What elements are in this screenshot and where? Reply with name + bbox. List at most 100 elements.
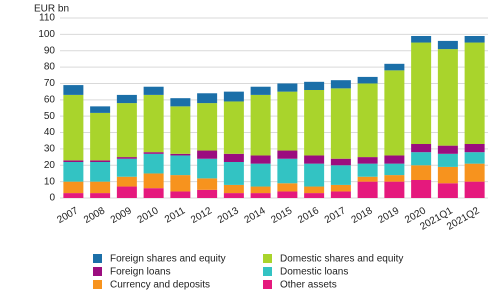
bar-segment — [143, 188, 164, 198]
bar-segment — [116, 103, 137, 158]
bar-segment — [357, 163, 378, 177]
legend-label: Domestic shares and equity — [280, 254, 403, 265]
bar-segment — [63, 181, 84, 194]
bar-segment — [223, 153, 244, 162]
bar-segment — [116, 94, 137, 104]
bar-segment — [277, 150, 298, 159]
bar-segment — [384, 181, 405, 198]
bar-segment — [250, 193, 271, 198]
y-tick-label: 100 — [38, 29, 55, 40]
y-tick-label: 0 — [49, 193, 55, 204]
bar-segment — [90, 162, 111, 182]
bar-segment — [250, 155, 271, 164]
bar-segment — [304, 193, 325, 198]
y-tick-label: 30 — [44, 144, 56, 155]
bar-segment — [464, 144, 485, 153]
bar-segment — [63, 85, 84, 95]
bar-segment — [197, 150, 218, 159]
bar-segment — [90, 193, 111, 198]
y-tick-label: 60 — [44, 94, 56, 105]
x-tick-label: 2019 — [376, 205, 401, 226]
bar-segment — [330, 184, 351, 192]
bar-segment — [464, 152, 485, 164]
y-tick-label: 10 — [44, 176, 56, 187]
bar-segment — [143, 86, 164, 95]
y-tick-label: 40 — [44, 127, 56, 138]
x-tick-label: 2017 — [323, 205, 348, 226]
bar-segment — [223, 184, 244, 194]
legend-label: Other assets — [280, 280, 337, 291]
bar-segment — [464, 36, 485, 43]
bar-segment — [384, 175, 405, 182]
bar-segment — [437, 40, 458, 50]
bar-segment — [170, 106, 191, 154]
x-tick-label: 2014 — [243, 205, 268, 226]
bar-segment — [170, 155, 191, 176]
bar-segment — [304, 163, 325, 187]
bar-segment — [170, 98, 191, 107]
bar-segment — [116, 157, 137, 159]
bar-segment — [411, 165, 432, 180]
bar-segment — [63, 193, 84, 198]
bar-segment — [197, 178, 218, 190]
bar-segment — [411, 152, 432, 166]
bar-segment — [357, 181, 378, 198]
bar-segment — [170, 191, 191, 198]
bar-segment — [277, 183, 298, 192]
legend-swatch — [263, 267, 272, 276]
bar-segment — [277, 83, 298, 92]
bar-segment — [464, 163, 485, 182]
bar-segment — [384, 163, 405, 176]
bar-segment — [223, 193, 244, 198]
legend-swatch — [93, 267, 102, 276]
bar-segment — [90, 160, 111, 162]
bar-segment — [197, 103, 218, 151]
y-tick-label: 20 — [44, 160, 56, 171]
bar-segment — [357, 76, 378, 84]
bar-segment — [197, 93, 218, 104]
bar-segment — [277, 191, 298, 198]
bar-segment — [411, 180, 432, 198]
bar-segment — [170, 153, 191, 156]
bar-segment — [304, 81, 325, 90]
x-tick-label: 2008 — [82, 205, 107, 226]
bar-segment — [170, 175, 191, 192]
bar-segment — [464, 181, 485, 198]
bar-segment — [63, 160, 84, 162]
bar-segment — [330, 191, 351, 198]
bar-segment — [304, 90, 325, 156]
bar-segment — [330, 80, 351, 89]
bar-segment — [384, 63, 405, 71]
bar-segment — [437, 153, 458, 167]
bar-segment — [223, 101, 244, 154]
bar-segment — [250, 86, 271, 95]
bar-segment — [250, 186, 271, 194]
bar-segment — [116, 158, 137, 177]
legend-swatch — [93, 280, 102, 289]
bar-segment — [330, 158, 351, 166]
bar-segment — [277, 91, 298, 151]
bar-segment — [304, 155, 325, 164]
bar-segment — [357, 176, 378, 182]
bar-segment — [90, 106, 111, 113]
legend-swatch — [263, 254, 272, 263]
bar-segment — [223, 91, 244, 102]
y-tick-label: 110 — [39, 13, 55, 24]
legend-label: Foreign loans — [110, 267, 171, 278]
y-tick-label: 70 — [44, 78, 56, 89]
bar-segment — [63, 162, 84, 182]
x-tick-label: 2009 — [109, 205, 134, 226]
bar-segment — [197, 189, 218, 198]
bar-segment — [90, 181, 111, 194]
bar-segment — [411, 42, 432, 144]
bar-segment — [304, 186, 325, 194]
x-tick-label: 2012 — [189, 205, 214, 226]
x-tick-label: 2015 — [269, 205, 294, 226]
bar-segment — [116, 176, 137, 187]
y-tick-label: 80 — [44, 62, 56, 73]
y-tick-label: 50 — [44, 111, 56, 122]
bar-segment — [357, 83, 378, 158]
bar-segment — [384, 70, 405, 156]
x-tick-label: 2013 — [216, 205, 241, 226]
bar-segment — [143, 153, 164, 174]
